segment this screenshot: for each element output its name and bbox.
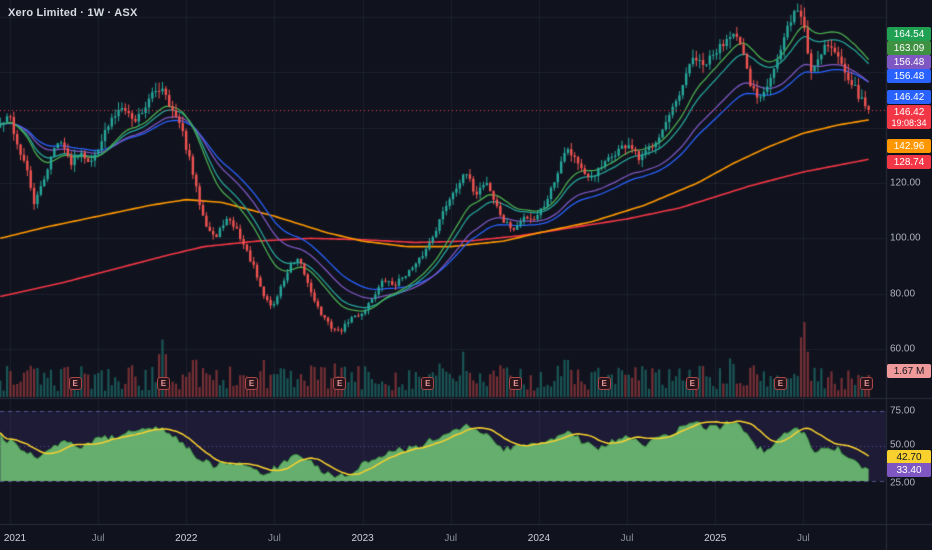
price-axis-tick: 100.00 (890, 232, 921, 244)
earnings-icon[interactable]: E (245, 377, 259, 390)
price-axis-tick: 75.00 (890, 405, 916, 417)
bar-countdown: 19:08:34 (891, 117, 927, 128)
symbol-title[interactable]: Xero Limited · 1W · ASX (8, 7, 138, 19)
price-line-badge: 1.67 M (887, 364, 931, 378)
time-axis-tick: Jul (796, 533, 810, 544)
price-line-badge: 146.42 19:08:34 (887, 105, 931, 129)
price-axis[interactable]: 164.54 163.09 156.48 156.48 146.42 146.42 19:0… (886, 0, 932, 524)
earnings-icon[interactable]: E (333, 377, 347, 390)
time-axis-tick: Jul (91, 533, 105, 544)
time-axis-tick: Jul (620, 533, 634, 544)
earnings-icon[interactable]: E (421, 377, 435, 390)
price-line-badge: 164.54 (887, 27, 931, 41)
last-price-value: 146.42 (893, 106, 925, 118)
earnings-icon[interactable]: E (597, 377, 611, 390)
earnings-icon[interactable]: E (773, 377, 787, 390)
earnings-icon[interactable]: E (156, 377, 170, 390)
time-axis-tick: 2021 (3, 533, 27, 544)
price-line-badge: 156.48 (887, 55, 931, 69)
time-axis-tick: 2022 (175, 533, 198, 544)
price-line-badge: 128.74 (887, 155, 931, 169)
price-line-badge: 146.42 (887, 90, 931, 104)
earnings-icon[interactable]: E (68, 377, 82, 390)
earnings-icon[interactable]: E (509, 377, 523, 390)
price-line-badge: 163.09 (887, 41, 931, 55)
price-line-badge: 42.70 (887, 450, 931, 464)
earnings-icon[interactable]: E (860, 377, 874, 390)
time-axis-tick: Jul (444, 533, 458, 544)
price-axis-tick: 60.00 (890, 343, 916, 355)
earnings-icon[interactable]: E (685, 377, 699, 390)
time-axis[interactable]: 2021 Jul 2022 Jul 2023 Jul 2024 Jul 2025 Jul (0, 524, 932, 550)
time-axis-tick: Jul (268, 533, 281, 544)
price-line-badge: 156.48 (887, 69, 931, 83)
price-axis-tick: 25.00 (890, 477, 916, 489)
time-axis-tick: 2025 (704, 533, 727, 544)
time-axis-tick: 2024 (527, 533, 551, 544)
price-axis-tick: 120.00 (890, 177, 921, 189)
price-line-badge: 142.96 (887, 139, 931, 153)
price-axis-tick: 50.00 (890, 439, 916, 451)
price-axis-tick: 80.00 (890, 288, 916, 300)
price-line-badge: 33.40 (887, 463, 931, 477)
time-axis-tick: 2023 (351, 533, 374, 544)
